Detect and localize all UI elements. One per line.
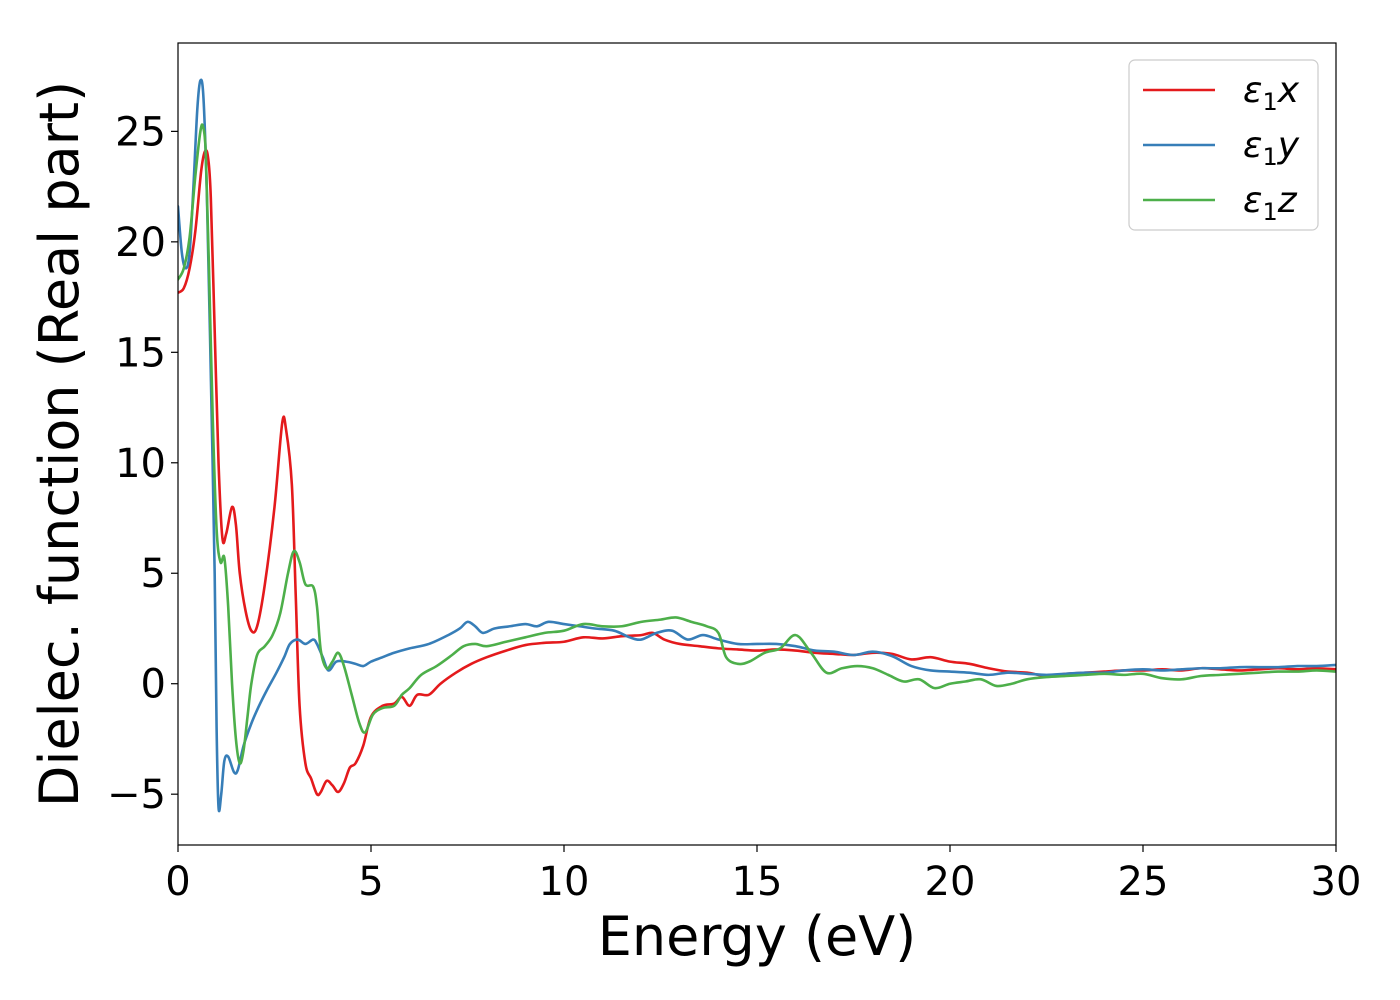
series-line-z [178, 123, 1336, 765]
legend-label-y: ε1y [1243, 125, 1300, 171]
x-axis: 0 5 10 15 20 25 30 [165, 845, 1361, 905]
legend-box [1128, 59, 1319, 231]
y-tick-label: 5 [141, 551, 166, 597]
x-tick-label: 20 [925, 859, 976, 905]
x-tick-label: 25 [1118, 859, 1169, 905]
y-tick-label: 10 [115, 441, 166, 487]
y-tick-label: 15 [115, 330, 166, 376]
legend: ε1x ε1y ε1z [1128, 59, 1319, 231]
legend-label-x: ε1x [1243, 70, 1300, 116]
y-axis-label: Dielec. function (Real part) [28, 81, 91, 807]
series-layer [178, 78, 1336, 813]
legend-label-z: ε1z [1243, 180, 1298, 226]
y-tick-label: −5 [107, 772, 166, 818]
y-axis: −5 0 5 10 15 20 25 [107, 109, 178, 818]
x-tick-label: 30 [1311, 859, 1362, 905]
x-tick-label: 0 [165, 859, 190, 905]
x-tick-label: 5 [358, 859, 383, 905]
x-tick-label: 15 [732, 859, 783, 905]
series-line-y [178, 78, 1336, 813]
x-axis-label: Energy (eV) [598, 905, 917, 968]
y-tick-label: 0 [141, 662, 166, 708]
x-tick-label: 10 [539, 859, 590, 905]
y-tick-label: 20 [115, 220, 166, 266]
y-tick-label: 25 [115, 109, 166, 155]
